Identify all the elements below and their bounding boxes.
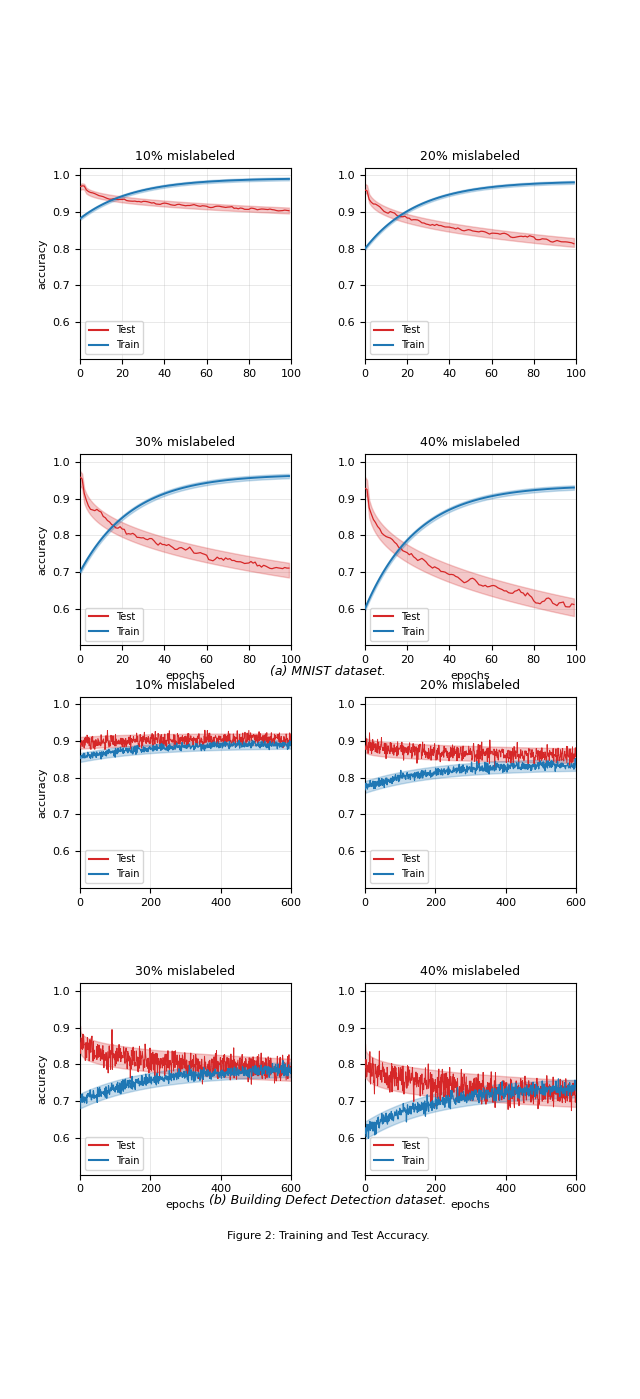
X-axis label: epochs: epochs bbox=[166, 670, 205, 681]
Title: 10% mislabeled: 10% mislabeled bbox=[136, 150, 236, 162]
X-axis label: epochs: epochs bbox=[451, 670, 490, 681]
Legend: Test, Train: Test, Train bbox=[370, 609, 428, 641]
Title: 40% mislabeled: 40% mislabeled bbox=[420, 436, 520, 449]
Title: 10% mislabeled: 10% mislabeled bbox=[136, 679, 236, 691]
Text: Figure 2: Training and Test Accuracy.: Figure 2: Training and Test Accuracy. bbox=[227, 1231, 429, 1241]
Title: 30% mislabeled: 30% mislabeled bbox=[136, 965, 236, 978]
Legend: Test, Train: Test, Train bbox=[85, 1137, 143, 1170]
Y-axis label: accuracy: accuracy bbox=[37, 1053, 47, 1104]
Legend: Test, Train: Test, Train bbox=[370, 851, 428, 883]
Y-axis label: accuracy: accuracy bbox=[37, 238, 47, 288]
Y-axis label: accuracy: accuracy bbox=[37, 525, 47, 575]
Title: 20% mislabeled: 20% mislabeled bbox=[420, 150, 520, 162]
Text: (b) Building Defect Detection dataset.: (b) Building Defect Detection dataset. bbox=[209, 1193, 447, 1207]
Title: 40% mislabeled: 40% mislabeled bbox=[420, 965, 520, 978]
Text: (a) MNIST dataset.: (a) MNIST dataset. bbox=[270, 665, 386, 677]
Legend: Test, Train: Test, Train bbox=[85, 851, 143, 883]
Title: 30% mislabeled: 30% mislabeled bbox=[136, 436, 236, 449]
Legend: Test, Train: Test, Train bbox=[85, 322, 143, 354]
X-axis label: epochs: epochs bbox=[451, 1200, 490, 1210]
Title: 20% mislabeled: 20% mislabeled bbox=[420, 679, 520, 691]
Legend: Test, Train: Test, Train bbox=[370, 1137, 428, 1170]
X-axis label: epochs: epochs bbox=[166, 1200, 205, 1210]
Legend: Test, Train: Test, Train bbox=[85, 609, 143, 641]
Y-axis label: accuracy: accuracy bbox=[37, 767, 47, 817]
Legend: Test, Train: Test, Train bbox=[370, 322, 428, 354]
